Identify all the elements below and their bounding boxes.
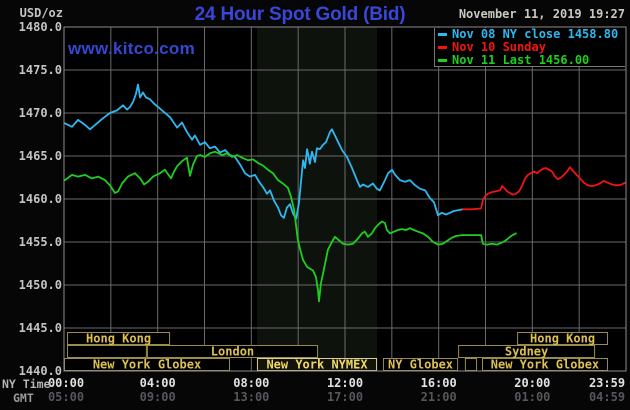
ny-time-tick: 00:00 bbox=[48, 376, 84, 390]
ny-time-tick: 20:00 bbox=[514, 376, 550, 390]
datetime-label: November 11, 2019 19:27 bbox=[458, 7, 625, 21]
session-label: New York Globex bbox=[93, 358, 201, 372]
y-axis-labels: 1440.0 1445.0 1450.0 1455.0 1460.0 1465.0 1470… bbox=[19, 20, 62, 378]
plot-border bbox=[63, 26, 627, 372]
legend-dash-icon bbox=[438, 46, 447, 49]
session-box-hong-kong bbox=[517, 332, 608, 345]
ny-time-tick: 08:00 bbox=[233, 376, 269, 390]
gmt-time-tick: 05:00 bbox=[48, 390, 84, 404]
legend-row: Nov 10 Sunday bbox=[438, 41, 625, 54]
ny-time-axis-label: NY Time bbox=[2, 377, 51, 391]
session-box-sydney bbox=[458, 345, 596, 358]
session-label: Sydney bbox=[505, 345, 548, 359]
session-label: New York NYMEX bbox=[266, 358, 368, 372]
session-label: NY Globex bbox=[388, 358, 453, 372]
gmt-time-tick: 17:00 bbox=[327, 390, 363, 404]
legend-entry-label: Nov 11 Last 1456.00 bbox=[452, 53, 590, 67]
session-box bbox=[67, 345, 147, 358]
legend-dash-icon bbox=[438, 59, 447, 62]
session-label: New York Globex bbox=[491, 358, 599, 372]
session-label: Hong Kong bbox=[86, 332, 151, 346]
gmt-time-tick: 01:00 bbox=[514, 390, 550, 404]
y-axis-tick-label: 1455.0 bbox=[19, 235, 62, 249]
y-axis-tick-label: 1480.0 bbox=[19, 20, 62, 34]
ny-time-tick: 23:59 bbox=[589, 376, 625, 390]
y-axis-tick-label: 1450.0 bbox=[19, 278, 62, 292]
session-label: Hong Kong bbox=[530, 332, 595, 346]
gmt-time-tick: 09:00 bbox=[140, 390, 176, 404]
series-nov08-friday bbox=[64, 83, 464, 220]
session-label: London bbox=[211, 345, 254, 359]
y-axis-tick-label: 1470.0 bbox=[19, 106, 62, 120]
ny-time-tick: 16:00 bbox=[421, 376, 457, 390]
session-box-london bbox=[146, 345, 319, 358]
gmt-time-tick: 13:00 bbox=[233, 390, 269, 404]
series-nov10-sunday bbox=[462, 166, 627, 211]
gmt-axis-label: GMT bbox=[13, 391, 34, 405]
chart-title: 24 Hour Spot Gold (Bid) bbox=[194, 4, 406, 25]
kitco-watermark: www.kitco.com bbox=[68, 39, 196, 58]
y-axis-tick-label: 1440.0 bbox=[19, 364, 62, 378]
legend-dash-icon bbox=[438, 33, 447, 36]
y-axis-tick-label: 1445.0 bbox=[19, 321, 62, 335]
y-axis-units-label: USD/oz bbox=[19, 6, 63, 20]
legend-entry-label: Nov 08 NY close 1458.80 bbox=[452, 27, 619, 41]
ny-time-tick: 12:00 bbox=[327, 376, 363, 390]
y-axis-tick-label: 1465.0 bbox=[19, 149, 62, 163]
grid-layer bbox=[64, 27, 626, 371]
gmt-time-tick: 21:00 bbox=[421, 390, 457, 404]
y-axis-tick-label: 1475.0 bbox=[19, 63, 62, 77]
session-box bbox=[464, 358, 478, 371]
legend-row: Nov 08 NY close 1458.80 bbox=[438, 28, 625, 41]
y-axis-tick-label: 1460.0 bbox=[19, 192, 62, 206]
series-nov11-monday bbox=[64, 150, 517, 303]
legend-entry-label: Nov 10 Sunday bbox=[452, 40, 546, 54]
legend-row: Nov 11 Last 1456.00 bbox=[438, 54, 625, 67]
chart-legend: Nov 08 NY close 1458.80 Nov 10 Sunday Nov … bbox=[434, 28, 625, 67]
ny-time-tick: 04:00 bbox=[140, 376, 176, 390]
gmt-time-tick: 04:59 bbox=[589, 390, 625, 404]
session-box-hong-kong bbox=[67, 332, 171, 345]
